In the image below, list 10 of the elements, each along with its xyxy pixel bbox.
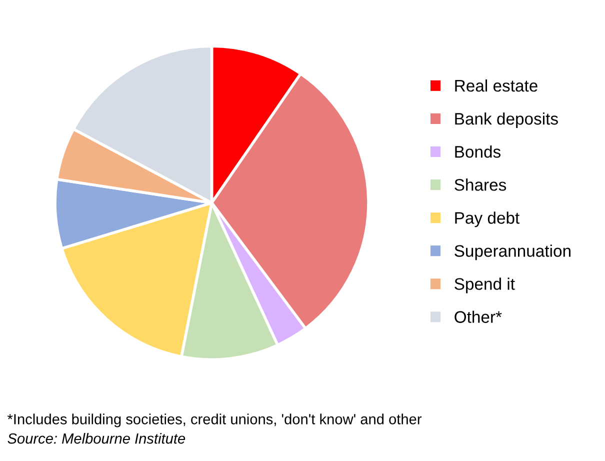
source-note: Source: Melbourne Institute: [8, 432, 186, 444]
legend-label: Bank deposits: [455, 112, 558, 128]
legend-label: Bonds: [455, 146, 500, 158]
legend-label: Other*: [454, 310, 502, 323]
legend-label: Superannuation: [454, 244, 570, 260]
text: *Includes building societies, credit unions, 'don't know' and other: [7, 414, 422, 428]
legend-label: Spend it: [454, 278, 515, 294]
legend-label: Pay debt: [455, 212, 520, 228]
legend-label: Shares: [454, 178, 506, 191]
legend-label: Real estate: [455, 79, 538, 92]
